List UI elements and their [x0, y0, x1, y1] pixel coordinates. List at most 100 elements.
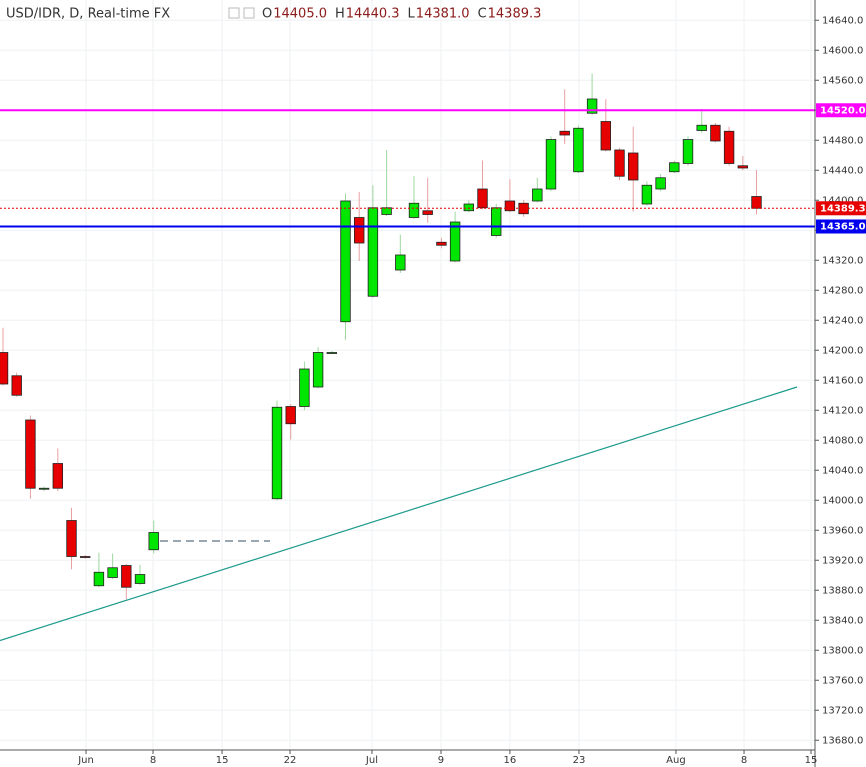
y-tick-label: 13680.0: [822, 735, 863, 746]
candle-body: [532, 188, 543, 202]
candle-body: [655, 177, 666, 190]
ohlc-label: H: [335, 7, 345, 22]
candle-body: [312, 352, 324, 388]
candle-body: [614, 149, 625, 177]
ohlc-value: 14405.0: [273, 7, 327, 22]
x-tick-label: Jun: [77, 755, 94, 766]
ohlc-label: L: [408, 7, 416, 22]
y-tick-label: 14160.0: [822, 375, 863, 386]
candle-body: [491, 207, 502, 236]
price-label-box: [816, 103, 866, 118]
candle-body: [463, 203, 475, 212]
candle-body: [586, 98, 598, 114]
grid: [0, 0, 815, 750]
candle-body: [367, 207, 379, 297]
candle-body: [696, 124, 707, 131]
y-tick-label: 14560.0: [822, 75, 863, 86]
candle-body: [354, 217, 365, 244]
candle-body: [52, 463, 64, 489]
candle-body: [299, 368, 310, 407]
candle-body: [422, 210, 433, 215]
x-tick-label: 15: [216, 755, 229, 766]
x-tick-label: 8: [741, 755, 747, 766]
candle-body: [148, 532, 159, 551]
candle-body: [38, 487, 50, 490]
candle-body: [600, 121, 611, 151]
y-tick-label: 14400.0: [822, 195, 863, 206]
axes: 13680.0 13720.0 13760.0 13800.0 13840.0 13880…: [77, 15, 866, 766]
candle-body: [93, 571, 105, 587]
chart-title: USD/IDR, D, Real-time FX: [6, 7, 170, 22]
x-tick-label: 15: [805, 755, 818, 766]
candle-body: [381, 207, 392, 215]
y-tick-label: 13720.0: [822, 705, 863, 716]
candle-body: [573, 127, 584, 173]
candle-body: [107, 567, 118, 578]
y-tick-label: 14240.0: [822, 315, 863, 326]
candle-body: [477, 188, 488, 209]
candle-body: [436, 241, 447, 246]
candle-body: [11, 375, 22, 396]
price-label: 14520.0: [820, 105, 866, 116]
candle-body: [545, 139, 557, 190]
candle-body: [25, 419, 36, 489]
y-tick-label: 13920.0: [822, 555, 863, 566]
plot: [0, 73, 815, 642]
y-tick-label: 13800.0: [822, 645, 863, 656]
x-tick-label: 9: [438, 755, 444, 766]
y-tick-label: 14640.0: [822, 15, 863, 26]
y-tick-label: 13760.0: [822, 675, 863, 686]
candle-body: [669, 162, 680, 173]
candle-body: [504, 200, 516, 212]
price-label-box: [816, 219, 866, 234]
y-tick-label: 14280.0: [822, 285, 863, 296]
y-tick-label: 13840.0: [822, 615, 863, 626]
ohlc-label: O: [262, 7, 272, 22]
candle-body: [271, 406, 283, 500]
icon[interactable]: [228, 7, 240, 19]
candle-body: [737, 165, 748, 169]
y-tick-label: 13960.0: [822, 525, 863, 536]
candle-body: [628, 152, 639, 181]
trendline: [0, 386, 798, 642]
price-label: 14389.3: [820, 203, 866, 214]
icon[interactable]: [243, 7, 255, 19]
candle-body: [134, 574, 146, 584]
y-tick-label: 14480.0: [822, 135, 863, 146]
y-tick-label: 14600.0: [822, 45, 863, 56]
x-tick-label: 23: [573, 755, 586, 766]
price-label: 14365.0: [820, 222, 866, 233]
price-label-box: [816, 201, 866, 216]
candle-body: [710, 124, 721, 142]
candle-body: [559, 130, 570, 136]
candle-body: [340, 200, 351, 323]
ohlc-value: 14389.3: [488, 7, 542, 22]
header: USD/IDR, D, Real-time FX O 14405.0 H 14440.…: [6, 7, 541, 22]
candle-body: [751, 196, 762, 209]
candle-body: [395, 254, 406, 271]
y-tick-label: 14120.0: [822, 405, 863, 416]
x-tick-label: 16: [504, 755, 517, 766]
ohlc-value: 14381.0: [416, 7, 470, 22]
candle-body: [121, 565, 132, 588]
y-tick-label: 14000.0: [822, 495, 863, 506]
candle-body: [641, 184, 653, 205]
ohlc-label: C: [478, 7, 487, 22]
candle-body: [326, 352, 338, 354]
x-tick-label: Jul: [365, 755, 378, 766]
candle-body: [0, 352, 9, 385]
ohlc-value: 14440.3: [346, 7, 400, 22]
x-tick-label: Aug: [666, 755, 686, 766]
candle-body: [285, 406, 296, 425]
y-tick-label: 14040.0: [822, 465, 863, 476]
y-tick-label: 14320.0: [822, 255, 863, 266]
y-tick-label: 14440.0: [822, 165, 863, 176]
x-tick-label: 8: [150, 755, 156, 766]
candle-body: [408, 202, 420, 218]
candle-body: [80, 556, 91, 558]
x-tick-label: 22: [284, 755, 297, 766]
candle-body: [449, 221, 461, 262]
candle-body: [682, 139, 694, 164]
